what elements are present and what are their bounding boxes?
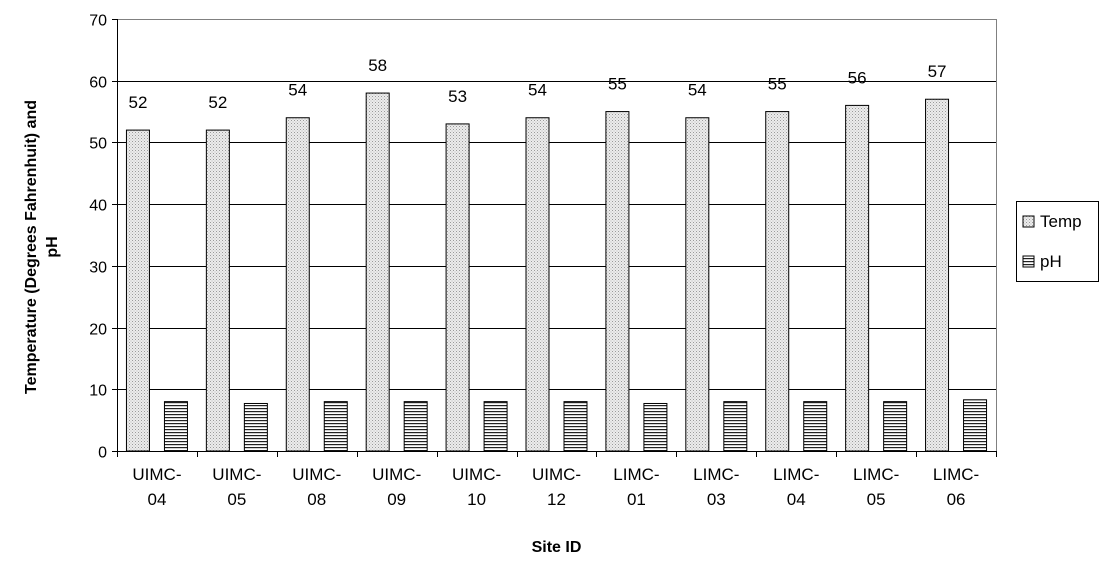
- data-label: 57: [928, 62, 947, 81]
- x-tick-label: LIMC-06: [933, 465, 979, 509]
- bar-temp: [365, 92, 390, 452]
- x-tick-label: UIMC-09: [372, 465, 421, 509]
- bar-ph: [403, 401, 428, 452]
- bar-temp: [445, 123, 470, 452]
- bar-ph: [483, 401, 508, 452]
- bar-temp: [125, 129, 150, 452]
- data-label: 55: [768, 75, 787, 94]
- y-tick-label: 40: [89, 198, 107, 215]
- y-tick-label: 20: [89, 322, 107, 339]
- data-label: 52: [208, 93, 227, 112]
- bars: [125, 92, 988, 452]
- bar-temp: [925, 98, 950, 452]
- bar-ph: [643, 402, 668, 452]
- data-label: 54: [288, 81, 307, 100]
- bar-ph: [963, 399, 988, 452]
- y-tick-label: 10: [89, 383, 107, 400]
- legend-label-ph: pH: [1040, 252, 1062, 271]
- legend-swatch-temp: [1022, 215, 1035, 228]
- bar-temp: [765, 111, 790, 452]
- bar-ph: [323, 401, 348, 452]
- legend-swatch-ph: [1022, 255, 1035, 268]
- bar-ph: [563, 401, 588, 452]
- x-tick-label: LIMC-05: [853, 465, 899, 509]
- x-axis-title: Site ID: [532, 539, 582, 556]
- x-tick-label: UIMC-10: [452, 465, 501, 509]
- data-label: 55: [608, 75, 627, 94]
- x-tick-label: LIMC-04: [773, 465, 819, 509]
- bar-ph: [883, 401, 908, 452]
- y-tick-label: 0: [98, 445, 107, 462]
- data-label: 54: [528, 81, 547, 100]
- data-label: 54: [688, 81, 707, 100]
- x-tick-label: LIMC-01: [613, 465, 659, 509]
- bar-temp: [605, 111, 630, 452]
- bar-temp: [525, 117, 550, 452]
- bar-ph: [243, 402, 268, 452]
- data-label: 53: [448, 87, 467, 106]
- x-tick-label: UIMC-04: [132, 465, 181, 509]
- axes: [112, 19, 997, 457]
- bar-temp: [285, 117, 310, 452]
- x-tick-label: LIMC-03: [693, 465, 739, 509]
- y-tick-label: 60: [89, 75, 107, 92]
- bar-temp: [845, 104, 870, 452]
- bar-temp: [205, 129, 230, 452]
- bar-ph: [723, 401, 748, 452]
- bar-ph: [163, 401, 188, 452]
- y-tick-label: 50: [89, 136, 107, 153]
- data-label: 56: [848, 68, 867, 87]
- y-tick-label: 70: [89, 13, 107, 30]
- legend-label-temp: Temp: [1040, 212, 1082, 231]
- y-axis-title: Temperature (Degrees Fahrenhuit) and pH: [23, 100, 61, 394]
- data-label: 52: [128, 93, 147, 112]
- bar-temp: [685, 117, 710, 452]
- legend-box: [1016, 201, 1099, 282]
- labels: 0 10 20 30 40 50 60 70 52 UIMC-04 52 UIMC-05 54 UIMC-…: [23, 13, 979, 557]
- bar-ph: [803, 401, 828, 452]
- x-tick-label: UIMC-05: [212, 465, 261, 509]
- data-label: 58: [368, 56, 387, 75]
- x-tick-label: UIMC-08: [292, 465, 341, 509]
- x-tick-label: UIMC-12: [532, 465, 581, 509]
- y-tick-label: 30: [89, 260, 107, 277]
- legend: Temp pH: [1016, 201, 1099, 282]
